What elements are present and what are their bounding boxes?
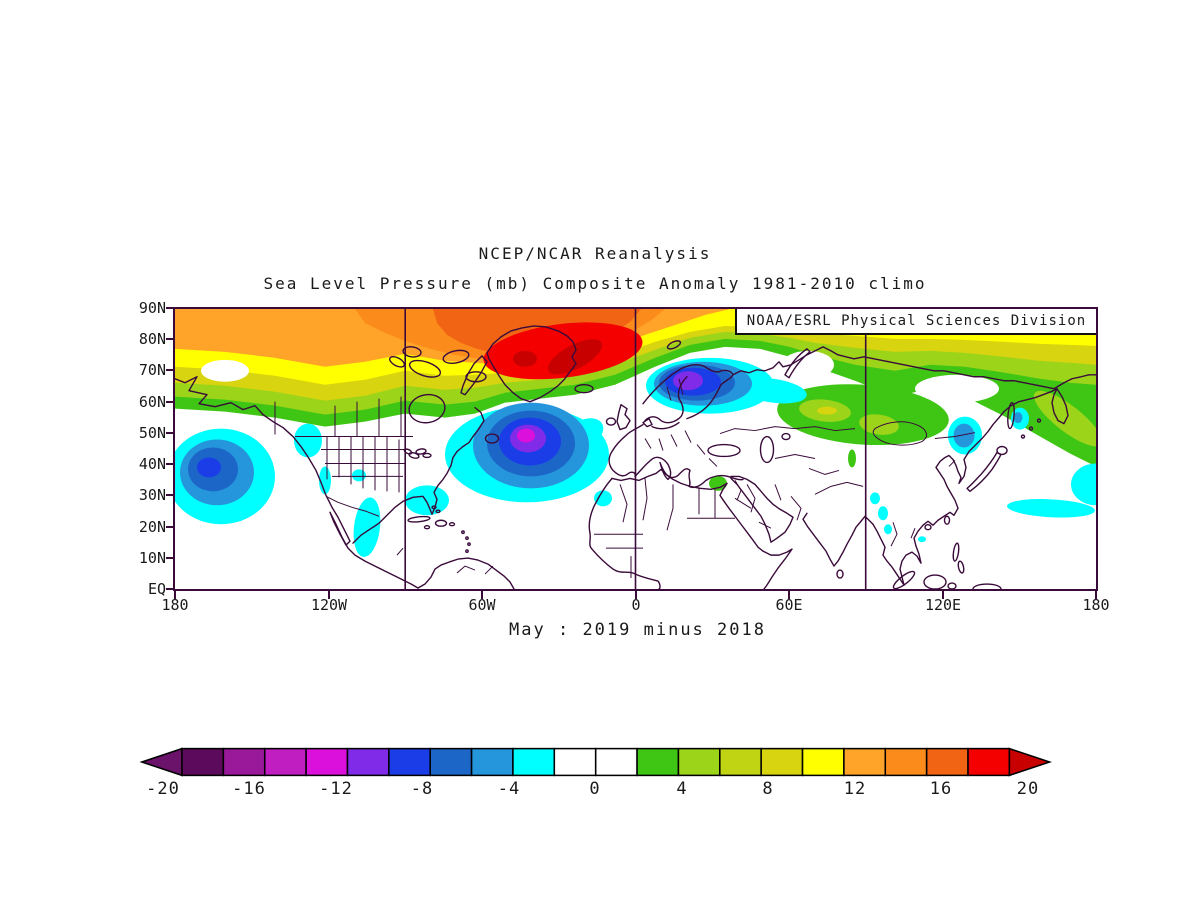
coastlines (175, 325, 1096, 589)
neutral-gaps (201, 350, 834, 382)
colorbar-swatch (719, 747, 762, 777)
lat-tick (166, 338, 174, 340)
lat-label: 20N (138, 518, 166, 536)
yakutsk-neutral-gap (915, 374, 999, 403)
colorbar-label: 8 (762, 779, 774, 799)
colorbar-swatch (470, 747, 514, 777)
colorbar-swatch (429, 747, 473, 777)
lat-tick (166, 463, 174, 465)
composite-caption: May : 2019 minus 2018 (509, 620, 766, 640)
anomaly-map (175, 309, 1096, 589)
colorbar-swatch (967, 747, 1011, 777)
colorbar-swatch (594, 747, 638, 777)
colorbar-swatch (760, 747, 804, 777)
lat-tick (166, 432, 174, 434)
lat-label: 60N (138, 393, 166, 411)
colorbar-label: 4 (676, 779, 688, 799)
page-subtitle: Sea Level Pressure (mb) Composite Anomal… (263, 274, 927, 293)
colorbar-swatch (388, 747, 431, 777)
siberia-positive-cells (709, 384, 1096, 491)
colorbar-swatch (346, 747, 390, 777)
lon-label: 60E (775, 596, 803, 614)
lat-label: 70N (138, 361, 166, 379)
colorbar-label: 12 (843, 779, 867, 799)
map-plot-area: NOAA/ESRL Physical Sciences Division (173, 307, 1098, 591)
colorbar-swatch (677, 747, 721, 777)
lon-tick (635, 591, 637, 599)
lat-tick (166, 526, 174, 528)
colorbar-right-arrow (1008, 747, 1052, 777)
meridian-gridlines (404, 309, 867, 589)
lat-label: 30N (138, 486, 166, 504)
colorbar-swatch (636, 747, 680, 777)
lon-label: 120W (310, 596, 348, 614)
colorbar-swatch (222, 747, 266, 777)
colorbar-swatch (843, 747, 887, 777)
west-coast-cyan-patches (294, 423, 381, 557)
lat-label: 10N (138, 549, 166, 567)
lon-tick (328, 591, 330, 599)
lat-tick (166, 588, 174, 590)
colorbar-label: -20 (146, 779, 180, 799)
lon-tick (1095, 591, 1097, 599)
borders (274, 378, 976, 579)
page-title: NCEP/NCAR Reanalysis (478, 244, 712, 263)
lat-tick (166, 494, 174, 496)
colorbar-label: 16 (929, 779, 953, 799)
lat-label: EQ (147, 580, 166, 598)
lon-tick (174, 591, 176, 599)
lon-tick (942, 591, 944, 599)
colorbar-swatch (305, 747, 349, 777)
colorbar-label: 0 (589, 779, 601, 799)
colorbar-label: -16 (232, 779, 266, 799)
lat-tick (166, 369, 174, 371)
lon-label: 180 (161, 596, 189, 614)
colorbar-swatch (263, 747, 307, 777)
lon-label: 120E (924, 596, 962, 614)
colorbar-swatch (884, 747, 928, 777)
lat-label: 90N (138, 299, 166, 317)
lon-label: 0 (631, 596, 641, 614)
noaa-watermark: NOAA/ESRL Physical Sciences Division (735, 309, 1096, 335)
colorbar-swatch (925, 747, 969, 777)
lon-tick (788, 591, 790, 599)
colorbar-label: -8 (410, 779, 434, 799)
lat-label: 80N (138, 330, 166, 348)
north-pacific-low (175, 428, 275, 525)
colorbar-swatch (801, 747, 845, 777)
colorbar (139, 747, 1052, 777)
lon-label: 180 (1082, 596, 1110, 614)
north-atlantic-low (405, 402, 612, 516)
lat-label: 50N (138, 424, 166, 442)
lat-label: 40N (138, 455, 166, 473)
lon-tick (481, 591, 483, 599)
lon-label: 60W (468, 596, 496, 614)
colorbar-label: -12 (319, 779, 353, 799)
lat-tick (166, 557, 174, 559)
colorbar-label: -4 (497, 779, 521, 799)
colorbar-left-arrow (139, 747, 183, 777)
east-asia-lows (870, 407, 1096, 543)
colorbar-swatch (553, 747, 597, 777)
lat-tick (166, 401, 174, 403)
lat-tick (166, 307, 174, 309)
colorbar-swatch (181, 747, 225, 777)
colorbar-label: 20 (1016, 779, 1040, 799)
colorbar-swatch (512, 747, 556, 777)
